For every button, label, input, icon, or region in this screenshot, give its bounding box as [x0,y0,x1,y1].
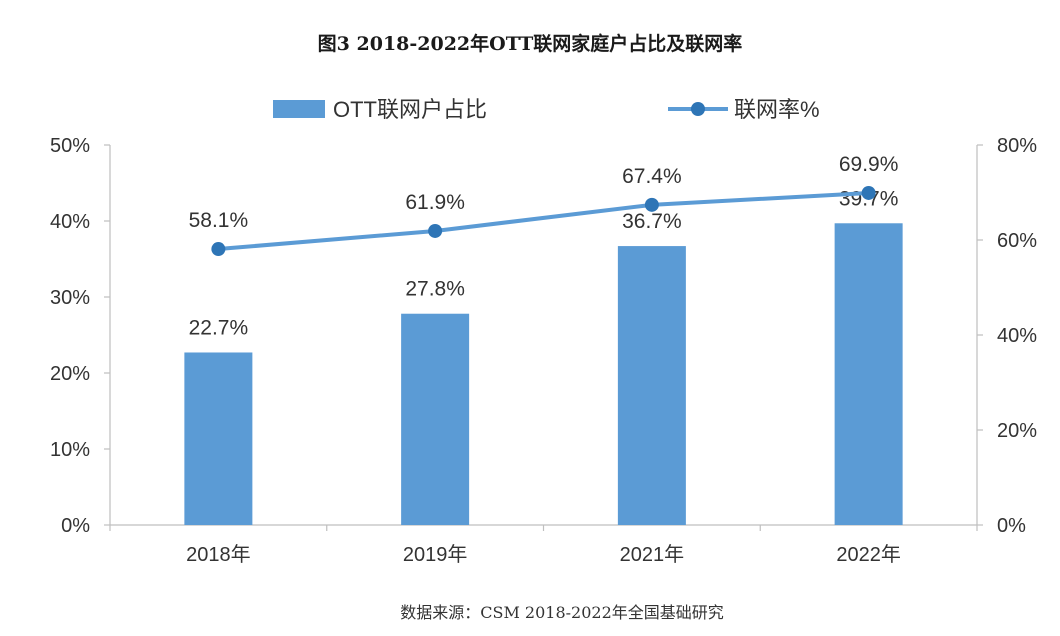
right-tick-label: 60% [997,230,1037,252]
x-tick-label: 2019年 [403,543,468,566]
line-point [861,185,876,200]
left-tick-label: 0% [61,515,90,537]
bar [401,313,470,525]
x-tick-label: 2021年 [620,543,685,566]
bar [617,246,686,525]
line-series [218,190,869,252]
legend-bar-swatch [273,100,325,118]
line-point [428,223,443,238]
plot-area: 0% 10% 20% 30% 40% 50% 0% 20% 40% 60% 80% 2018年 2019… [50,135,1037,566]
legend-line-marker [691,102,705,116]
line-data-label: 58.1% [189,209,249,232]
x-tick-label: 2022年 [836,543,901,566]
bar [184,352,253,525]
left-tick-label: 30% [50,287,90,309]
legend-bar-label: OTT联网户占比 [333,97,487,122]
legend: OTT联网户占比 联网率% [273,97,820,122]
right-tick-label: 0% [997,515,1026,537]
right-tick-label: 20% [997,420,1037,442]
bar-data-label: 22.7% [189,316,249,339]
bar [834,223,903,525]
line-point [644,197,659,212]
left-tick-label: 10% [50,439,90,461]
bar-data-label: 36.7% [622,210,682,233]
line-data-label: 61.9% [405,191,465,214]
x-tick-label: 2018年 [186,543,251,566]
bar-data-label: 27.8% [405,278,465,301]
right-tick-label: 80% [997,135,1037,157]
line-point [211,242,226,257]
chart-title: 图3 2018-2022年OTT联网家庭户占比及联网率 [318,32,743,55]
left-tick-label: 40% [50,211,90,233]
left-tick-label: 50% [50,135,90,157]
legend-line-label: 联网率% [734,97,820,122]
line-data-label: 69.9% [839,153,899,176]
line-data-label: 67.4% [622,165,682,188]
left-tick-label: 20% [50,363,90,385]
right-tick-label: 40% [997,325,1037,347]
source-note: 数据来源：CSM 2018-2022年全国基础研究 [400,603,724,622]
